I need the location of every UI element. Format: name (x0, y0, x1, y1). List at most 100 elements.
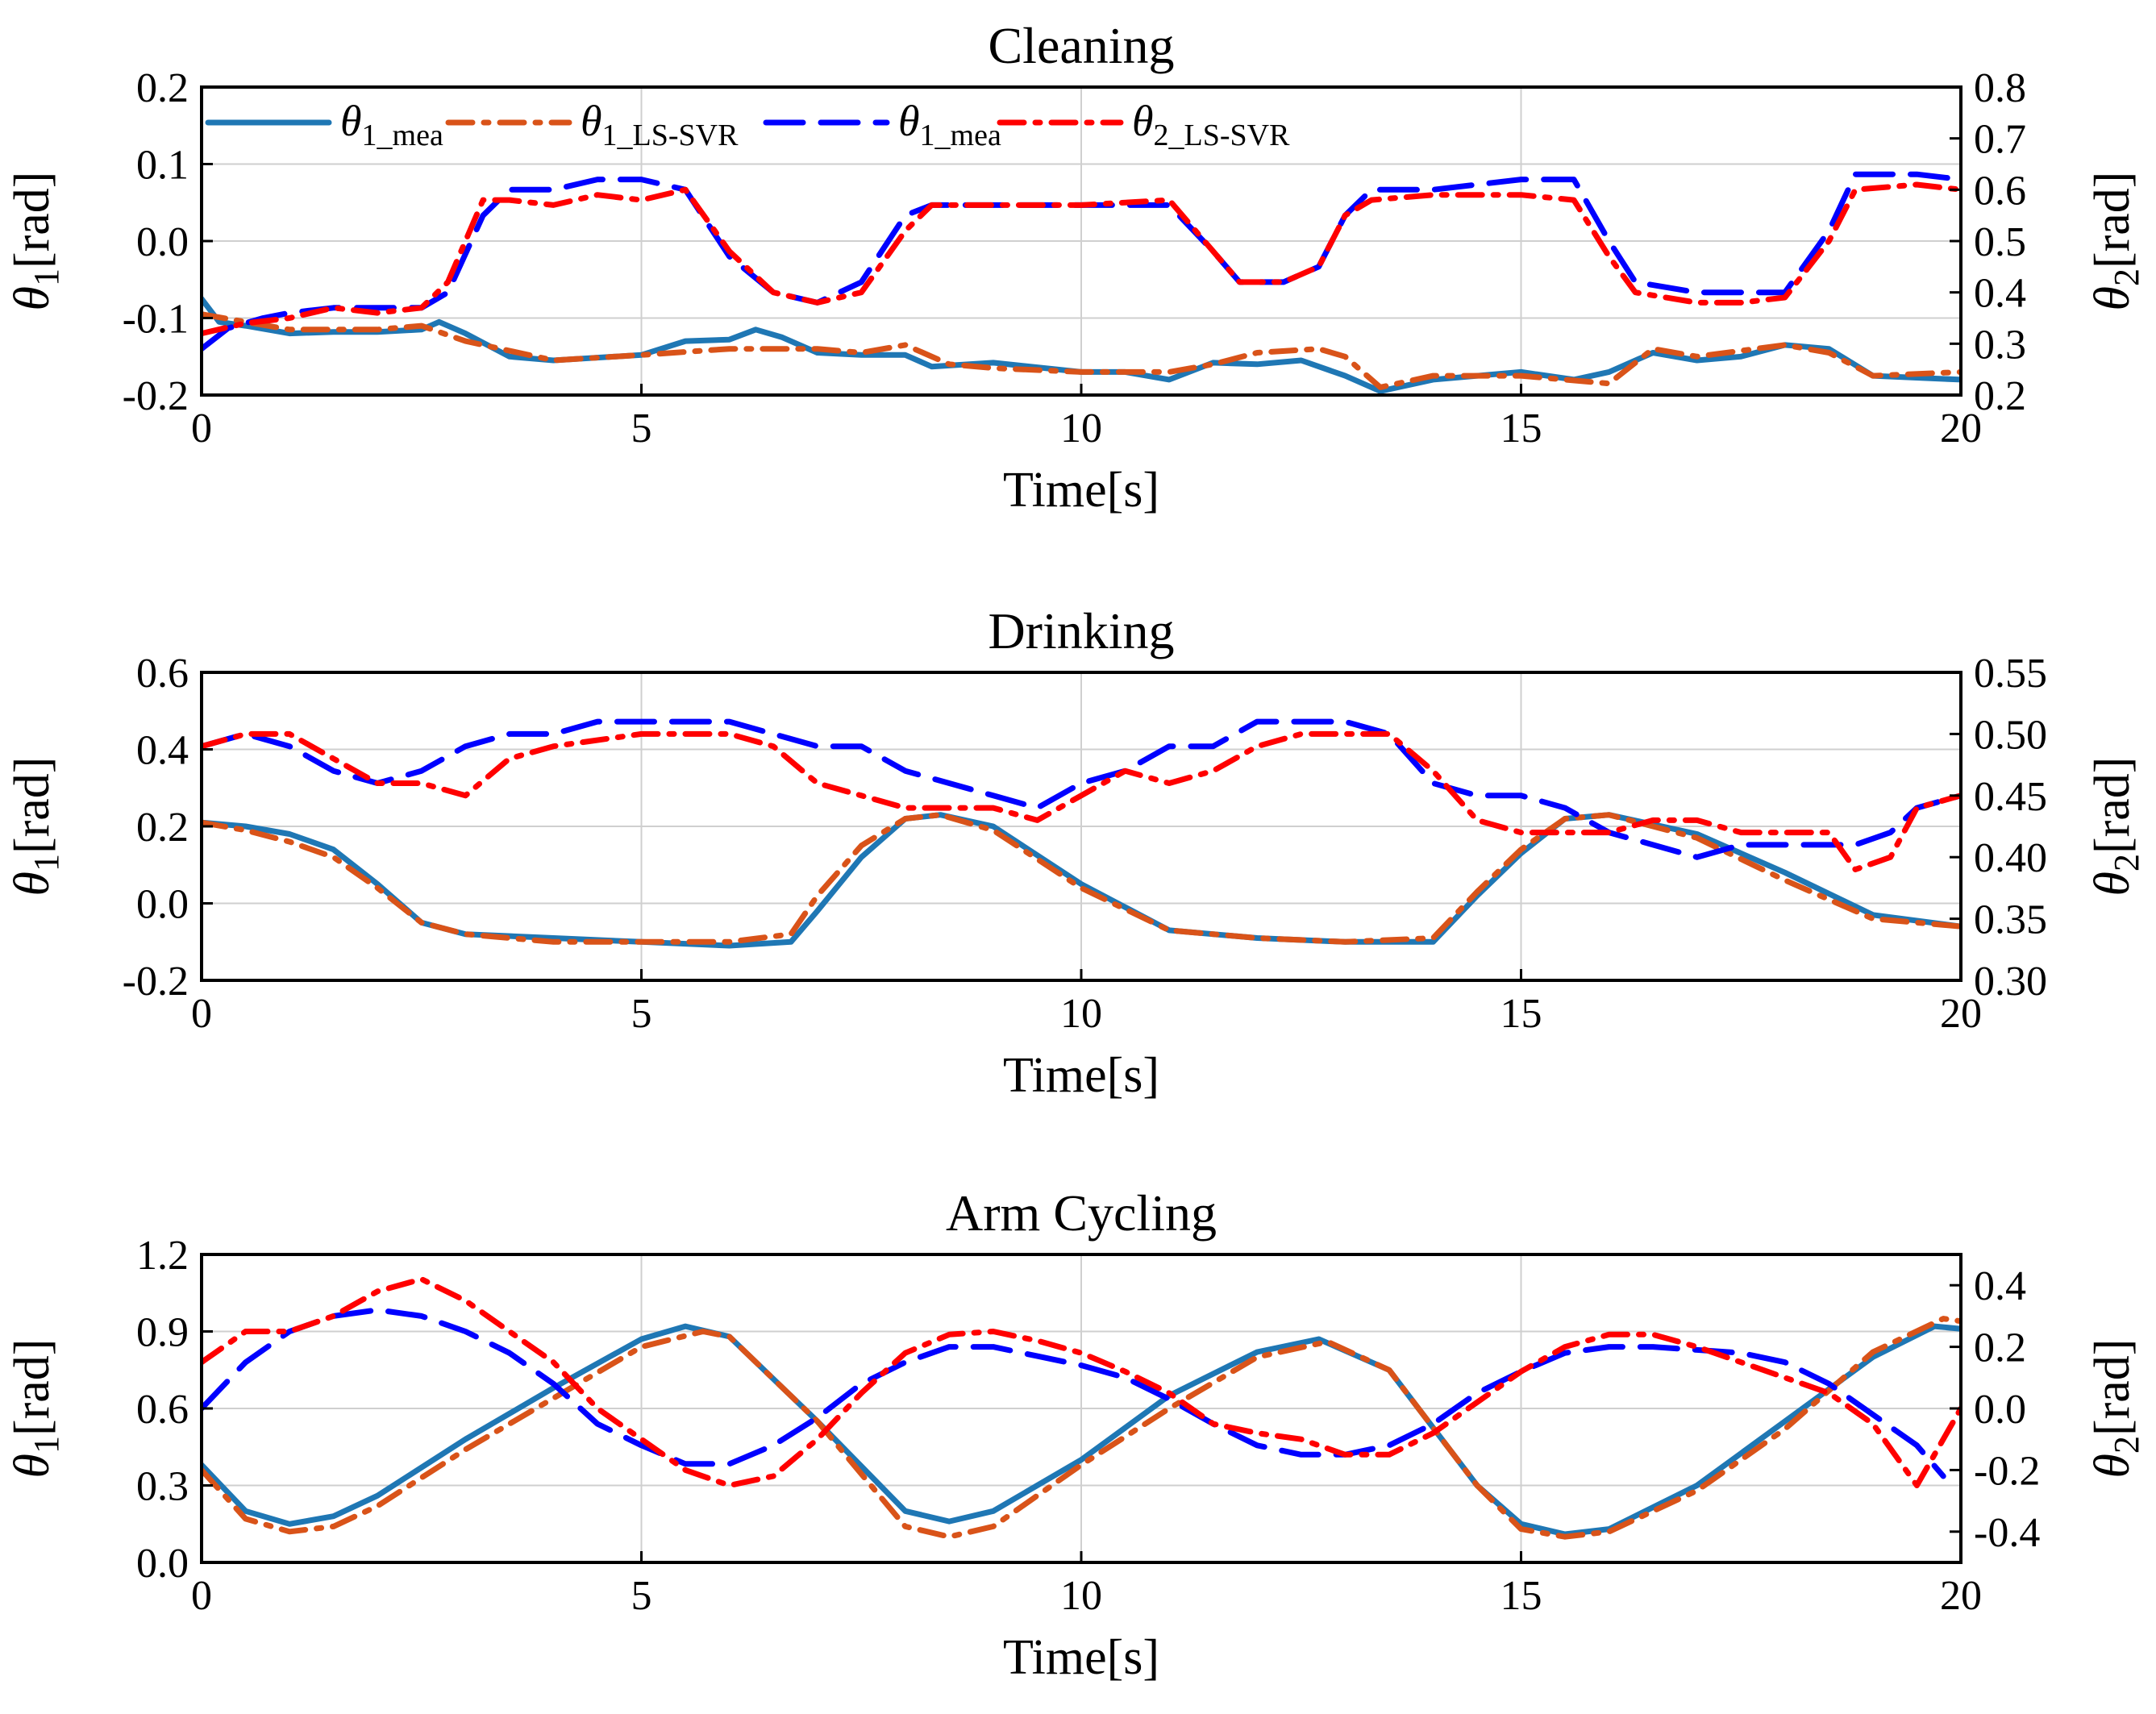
x-tick-label: 20 (1940, 991, 1982, 1037)
chart-panel-3: 0 5 10 15 20 0.0 0.3 0.6 0.9 1.2 -0.4 -0.2 0.0 0.2 0.4… (5, 1184, 2146, 1685)
y-right-axis-label-symbol: θ (2085, 872, 2140, 896)
series-line-2 (202, 1316, 1961, 1540)
y-left-axis-label-group: θ1[rad] (5, 757, 66, 897)
y-right-axis-label: θ2[rad] (2085, 172, 2146, 311)
x-tick-label: 10 (1060, 406, 1102, 451)
x-tick-label: 5 (631, 991, 652, 1037)
series-line-3 (202, 1307, 1946, 1479)
y-left-axis-label-group: θ1[rad] (5, 1339, 66, 1479)
x-tick-label: 0 (191, 991, 212, 1037)
y-right-axis-label-symbol: θ (2085, 286, 2140, 310)
chart-title: Arm Cycling (946, 1184, 1217, 1242)
y-right-tick-label: 0.30 (1974, 959, 2047, 1005)
x-tick-label: 20 (1940, 1573, 1982, 1619)
y-left-tick-label: 1.2 (136, 1233, 189, 1279)
y-left-axis-label-unit: [rad] (5, 757, 60, 854)
y-right-tick-label: 0.3 (1974, 322, 2026, 368)
y-left-axis-label-group: θ1[rad] (5, 172, 66, 311)
y-left-axis-label-symbol: θ (5, 872, 60, 896)
x-tick-label: 15 (1500, 991, 1542, 1037)
series-line-4 (202, 1276, 1961, 1488)
y-left-tick-label: -0.2 (123, 373, 189, 419)
y-left-tick-label: 0.0 (136, 882, 189, 928)
legend-label-4-symbol: θ (1132, 97, 1154, 145)
y-left-axis-label: θ1[rad] (5, 1339, 66, 1479)
legend-label-1: θ1_mea (340, 97, 443, 152)
y-left-axis-label: θ1[rad] (5, 172, 66, 311)
x-axis-label: Time[s] (1003, 1048, 1159, 1103)
y-left-tick-label: 0.6 (136, 651, 189, 697)
legend-label-1-symbol: θ (340, 97, 362, 145)
x-axis-label: Time[s] (1003, 1630, 1159, 1685)
y-right-tick-label: 0.35 (1974, 897, 2047, 943)
y-right-tick-label: -0.4 (1974, 1510, 2040, 1556)
x-tick-label: 15 (1500, 406, 1542, 451)
legend-label-1-sub: 1_mea (362, 119, 443, 152)
y-right-tick-label: 0.6 (1974, 168, 2026, 214)
y-left-tick-label: 0.9 (136, 1310, 189, 1356)
y-right-tick-label: 0.4 (1974, 271, 2026, 317)
x-tick-label: 0 (191, 406, 212, 451)
legend-label-3: θ1_mea (898, 97, 1001, 152)
y-left-axis-label-sub: 1 (27, 268, 66, 286)
x-axis-label: Time[s] (1003, 463, 1159, 518)
y-left-tick-label: 0.1 (136, 143, 189, 189)
legend-label-4-sub: 2_LS-SVR (1154, 119, 1291, 152)
x-tick-label: 5 (631, 406, 652, 451)
y-left-tick-label: 0.3 (136, 1464, 189, 1510)
y-left-axis-label-unit: [rad] (5, 1339, 60, 1436)
y-right-tick-label: 0.55 (1974, 651, 2047, 697)
y-left-axis-label-symbol: θ (5, 1454, 60, 1478)
y-right-axis-label-group: θ2[rad] (2085, 757, 2146, 897)
legend-label-4: θ2_LS-SVR (1132, 97, 1290, 152)
legend-label-2-sub: 1_LS-SVR (602, 119, 739, 152)
y-right-tick-label: 0.0 (1974, 1387, 2026, 1433)
y-right-tick-label: -0.2 (1974, 1448, 2040, 1494)
y-right-tick-label: 0.7 (1974, 117, 2026, 163)
series-line-1 (202, 1323, 1961, 1537)
series-line-2 (202, 311, 1961, 390)
y-left-tick-label: 0.2 (136, 805, 189, 851)
chart-title: Drinking (988, 602, 1174, 659)
y-left-tick-label: 0.0 (136, 219, 189, 265)
chart-panel-2: 0 5 10 15 20 -0.2 0.0 0.2 0.4 0.6 0.30 0.35 0.40 0.45… (5, 602, 2146, 1103)
y-left-axis-label-symbol: θ (5, 286, 60, 310)
y-left-axis-label-sub: 1 (27, 1436, 66, 1454)
chart-title: Cleaning (988, 17, 1174, 74)
series-line-4 (202, 730, 1961, 872)
y-right-tick-label: 0.8 (1974, 65, 2026, 111)
y-left-axis-label: θ1[rad] (5, 757, 66, 897)
chart-panel-1: 0 5 10 15 20 -0.2 -0.1 0.0 0.1 0.2 0.2 0.3 0.4 0.5 0.6… (5, 17, 2146, 518)
y-right-tick-label: 0.40 (1974, 835, 2047, 881)
legend: θ1_mea θ1_LS-SVR θ1_mea θ2_LS-SVR (205, 97, 1290, 152)
y-right-tick-label: 0.50 (1974, 712, 2047, 758)
y-right-axis-label-sub: 2 (2107, 268, 2146, 286)
x-tick-label: 0 (191, 1573, 212, 1619)
legend-label-3-sub: 1_mea (920, 119, 1001, 152)
y-right-axis-label-unit: [rad] (2085, 757, 2140, 854)
y-right-tick-label: 0.45 (1974, 774, 2047, 820)
series-line-4 (202, 181, 1961, 337)
y-left-axis-label-sub: 1 (27, 854, 66, 872)
x-tick-label: 10 (1060, 991, 1102, 1037)
y-left-tick-label: 0.0 (136, 1541, 189, 1587)
y-right-tick-label: 0.2 (1974, 1325, 2026, 1371)
y-left-tick-label: -0.1 (123, 297, 189, 343)
y-right-axis-label: θ2[rad] (2085, 757, 2146, 897)
series-line-2 (202, 812, 1961, 945)
y-right-axis-label-sub: 2 (2107, 854, 2146, 872)
y-left-tick-label: 0.6 (136, 1387, 189, 1433)
y-right-tick-label: 0.4 (1974, 1263, 2026, 1309)
y-right-axis-label-group: θ2[rad] (2085, 172, 2146, 311)
x-tick-label: 20 (1940, 406, 1982, 451)
y-left-tick-label: -0.2 (123, 959, 189, 1005)
legend-label-3-symbol: θ (898, 97, 920, 145)
y-right-axis-label: θ2[rad] (2085, 1339, 2146, 1479)
y-left-axis-label-unit: [rad] (5, 172, 60, 268)
y-right-axis-label-symbol: θ (2085, 1454, 2140, 1478)
legend-label-2-symbol: θ (581, 97, 602, 145)
y-right-axis-label-unit: [rad] (2085, 172, 2140, 268)
y-left-tick-label: 0.2 (136, 65, 189, 111)
y-right-axis-label-unit: [rad] (2085, 1339, 2140, 1436)
